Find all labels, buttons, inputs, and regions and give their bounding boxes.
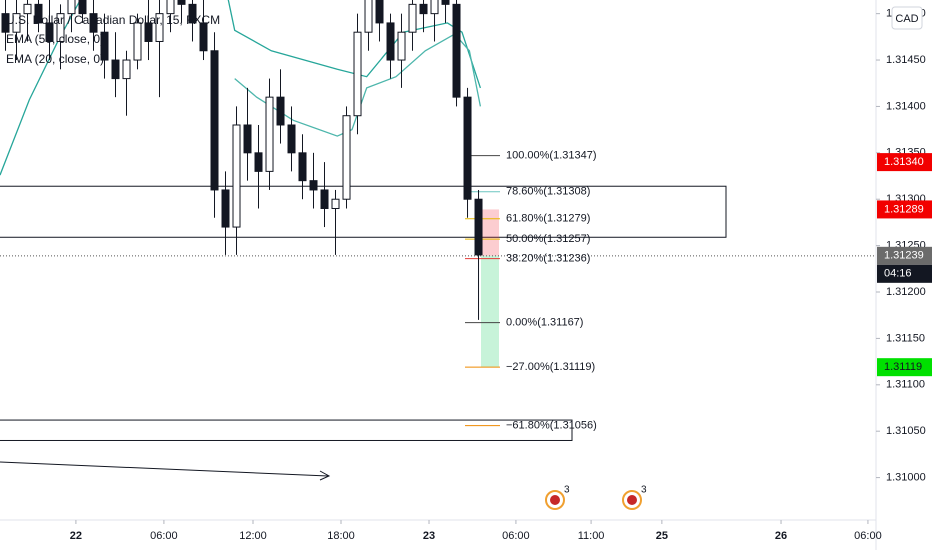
- candle-body: [188, 3, 197, 24]
- candle-body: [419, 3, 428, 15]
- x-tick-label: 12:00: [239, 530, 267, 542]
- event-flag: [550, 495, 560, 505]
- candle-body: [155, 13, 164, 42]
- zone: [0, 419, 573, 441]
- plot-area: 100.00%(1.31347) 78.60%(1.31308) 61.80%(1.…: [0, 0, 876, 481]
- candle-body: [78, 0, 87, 15]
- y-tick-label: 1.31100: [886, 379, 925, 391]
- candle-body: [23, 3, 32, 15]
- candle-body: [375, 0, 384, 24]
- stop-zone: [481, 209, 499, 256]
- candle-body: [100, 31, 109, 61]
- trend-line: [0, 461, 329, 477]
- candle-body: [133, 22, 142, 61]
- candle-body: [199, 22, 208, 52]
- price-label: 1.31340: [884, 156, 924, 168]
- candle-body: [254, 152, 263, 172]
- candle-body: [276, 96, 285, 126]
- candle-body: [452, 3, 461, 98]
- candle-body: [364, 0, 373, 33]
- target-zone: [481, 255, 499, 368]
- candle-body: [397, 31, 406, 61]
- x-tick-label: 06:00: [150, 530, 178, 542]
- candle-body: [67, 0, 76, 15]
- candle-body: [122, 59, 131, 80]
- price-label: 1.31239: [884, 250, 924, 262]
- candle-body: [320, 189, 329, 210]
- x-tick-label: 26: [775, 530, 787, 542]
- fib-label: 61.80%(1.31279): [506, 213, 590, 225]
- event-count: 3: [564, 485, 570, 496]
- price-label: 1.31119: [884, 361, 922, 373]
- candle-body: [441, 0, 450, 5]
- candle-body: [430, 0, 439, 15]
- candle-body: [474, 198, 483, 256]
- fib-label: 100.00%(1.31347): [506, 150, 597, 162]
- x-tick-label: 22: [70, 530, 82, 542]
- candle-body: [144, 22, 153, 42]
- x-tick-label: 25: [656, 530, 668, 542]
- x-tick-label: 18:00: [327, 530, 355, 542]
- candle-body: [353, 31, 362, 117]
- candle-body: [243, 124, 252, 154]
- axes: 1.315001.314501.314001.313501.313001.312…: [70, 8, 932, 542]
- candle-body: [342, 115, 351, 200]
- candle-body: [34, 3, 43, 24]
- x-tick-label: 11:00: [578, 530, 605, 542]
- candle-body: [232, 124, 241, 228]
- y-tick-label: 1.31200: [886, 286, 926, 298]
- indicator-label: EMA (50, close, 0): [6, 32, 104, 46]
- currency-button[interactable]: [891, 6, 923, 30]
- price-label-bg: [877, 153, 932, 172]
- candle-body: [12, 13, 21, 33]
- candle-body: [463, 96, 472, 200]
- fib-label: 50.00%(1.31257): [506, 233, 590, 245]
- price-label-bg: [877, 246, 932, 265]
- price-label-bg: [877, 358, 932, 377]
- candle-body: [177, 0, 186, 5]
- fib-label: −61.80%(1.31056): [506, 420, 597, 432]
- candle-body: [221, 189, 230, 228]
- price-label-bg: [877, 200, 932, 219]
- currency-label: CAD: [895, 13, 918, 25]
- candle-body: [56, 13, 65, 42]
- x-tick-label: 06:00: [502, 530, 530, 542]
- price-label: 1.31289: [884, 203, 924, 215]
- y-tick-label: 1.31150: [886, 332, 925, 344]
- candle-body: [298, 152, 307, 182]
- arrow-head: [319, 470, 331, 481]
- y-tick-label: 1.31050: [886, 425, 926, 437]
- countdown: 04:16: [884, 268, 912, 280]
- fib-label: 38.20%(1.31236): [506, 253, 590, 265]
- candle-body: [45, 22, 54, 42]
- candle-body: [111, 59, 120, 80]
- event-flag: [627, 495, 637, 505]
- candle-body: [1, 13, 10, 33]
- indicator-label: EMA (20, close, 0): [6, 52, 104, 66]
- candle-body: [408, 3, 417, 33]
- event-count: 3: [641, 485, 647, 496]
- x-tick-label: 06:00: [854, 530, 882, 542]
- fib-label: 0.00%(1.31167): [506, 317, 583, 329]
- candle-body: [331, 198, 340, 210]
- candle-body: [166, 0, 175, 15]
- candle-body: [287, 124, 296, 154]
- candle-body: [309, 180, 318, 191]
- candle-body: [265, 96, 274, 172]
- symbol-title: U.S. Dollar / Canadian Dollar, 15, FXCM: [6, 13, 220, 27]
- countdown-bg: [877, 264, 932, 283]
- candle-body: [386, 22, 395, 61]
- y-tick-label: 1.31400: [886, 100, 926, 112]
- x-tick-label: 23: [423, 530, 435, 542]
- y-tick-label: 1.31450: [886, 54, 926, 66]
- candle-body: [89, 13, 98, 33]
- fib-label: −27.00%(1.31119): [506, 361, 595, 373]
- y-tick-label: 1.31000: [886, 472, 926, 484]
- candle-body: [210, 50, 219, 191]
- fib-label: 78.60%(1.31308): [506, 186, 590, 198]
- zone: [0, 185, 727, 238]
